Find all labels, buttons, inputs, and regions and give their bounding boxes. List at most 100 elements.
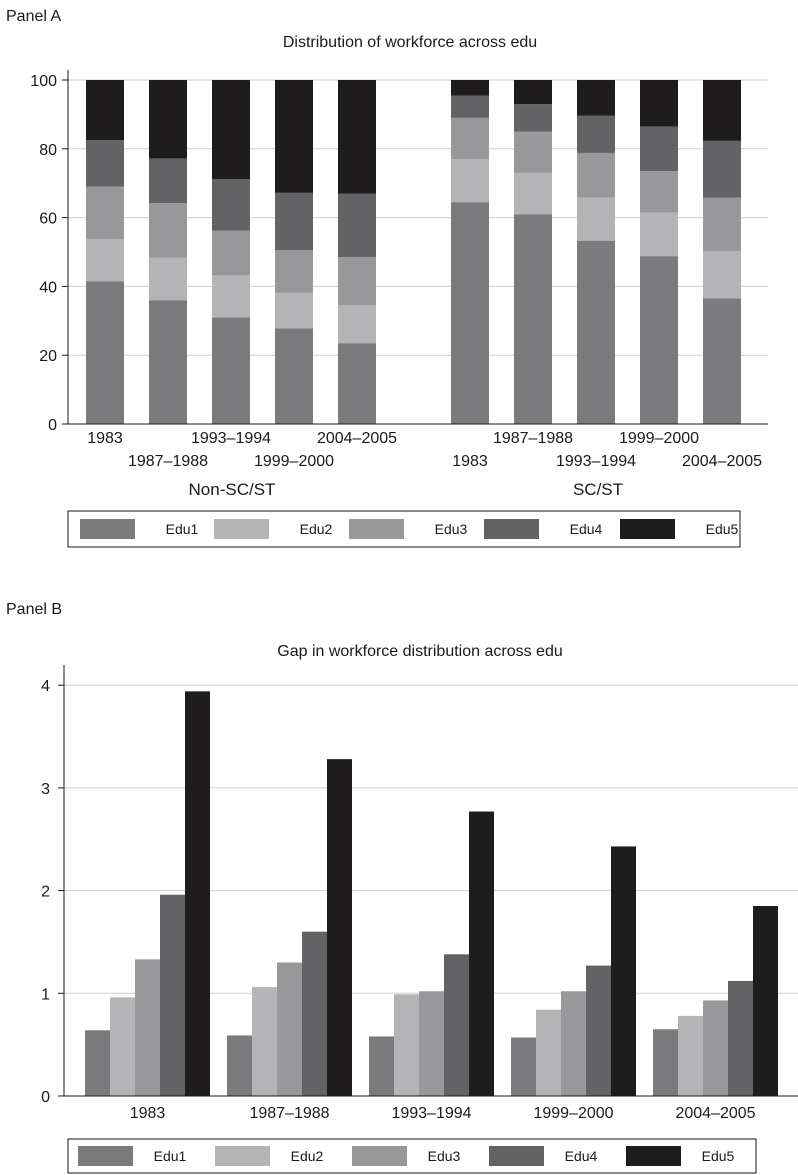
bar-1987-1988-edu2: [252, 987, 277, 1096]
bar-sc-st-1983-edu4: [451, 95, 489, 118]
panel-a-title: Distribution of workforce across edu: [283, 34, 537, 51]
y-tick-label: 2: [41, 884, 50, 901]
panel-a-axes: [67, 70, 768, 425]
legend-label-edu5: Edu5: [706, 521, 739, 537]
x-tick-label: 1999–2000: [619, 430, 699, 447]
panel-a-label: Panel A: [6, 8, 61, 25]
x-tick-label: 1993–1994: [556, 453, 636, 470]
bar-1987-1988-edu4: [302, 931, 327, 1096]
y-tick-label: 20: [39, 348, 57, 365]
panel-b-x-tick-labels: 1983 1987–1988 1993–1994 1999–2000 2004–2005: [130, 1105, 756, 1122]
bar-sc-st-1999-2000-edu5: [640, 80, 678, 127]
bar-sc-st-1983-edu3: [451, 117, 489, 160]
bar-1993-1994-edu2: [394, 994, 419, 1096]
x-tick-label: 1999–2000: [254, 453, 334, 470]
bar-sc-st-1983-edu5: [451, 80, 489, 96]
legend-label-edu1: Edu1: [154, 1148, 187, 1164]
bar-non-sc-st-1987-1988-edu5: [149, 80, 187, 159]
panel-a-bars: [86, 80, 741, 424]
bar-1999-2000-edu1: [511, 1037, 536, 1096]
panel-b-bars: [85, 691, 778, 1096]
bar-1983-edu3: [135, 959, 160, 1096]
panel-b-label: Panel B: [6, 601, 62, 618]
x-tick-label: 1987–1988: [128, 453, 208, 470]
bar-sc-st-1993-1994-edu1: [577, 240, 615, 424]
bar-non-sc-st-1987-1988-edu4: [149, 158, 187, 204]
panel-b-legend: Edu1 Edu2 Edu3 Edu4 Edu5: [67, 1138, 757, 1174]
bar-non-sc-st-1983-edu4: [86, 140, 124, 187]
bar-sc-st-1987-1988-edu2: [514, 172, 552, 215]
legend-label-edu2: Edu2: [291, 1148, 324, 1164]
legend-swatch-edu4: [484, 519, 539, 539]
y-tick-label: 4: [41, 678, 50, 695]
legend-label-edu3: Edu3: [435, 521, 468, 537]
bar-non-sc-st-1999-2000-edu3: [275, 250, 313, 293]
x-tick-label: 1983: [87, 430, 123, 447]
bar-2004-2005-edu1: [653, 1029, 678, 1096]
y-tick-label: 1: [41, 986, 50, 1003]
legend-label-edu4: Edu4: [565, 1148, 598, 1164]
bar-non-sc-st-1993-1994-edu1: [212, 317, 250, 424]
bar-1999-2000-edu5: [611, 846, 636, 1096]
bar-non-sc-st-1999-2000-edu1: [275, 328, 313, 424]
bar-non-sc-st-1999-2000-edu2: [275, 292, 313, 329]
y-tick-label: 3: [41, 781, 50, 798]
bar-sc-st-1993-1994-edu5: [577, 80, 615, 116]
bar-non-sc-st-1987-1988-edu1: [149, 300, 187, 424]
bar-non-sc-st-1987-1988-edu3: [149, 203, 187, 258]
bar-non-sc-st-2004-2005-edu5: [338, 80, 376, 194]
bar-1987-1988-edu5: [327, 759, 352, 1096]
y-tick-label: 40: [39, 279, 57, 296]
x-tick-label: 1987–1988: [493, 430, 573, 447]
bar-sc-st-1993-1994-edu3: [577, 152, 615, 198]
bar-1987-1988-edu3: [277, 962, 302, 1096]
x-tick-label: 1993–1994: [391, 1105, 471, 1122]
legend-swatch-edu1: [80, 519, 135, 539]
x-tick-label: 1983: [130, 1105, 166, 1122]
bar-non-sc-st-1993-1994-edu2: [212, 275, 250, 318]
bar-non-sc-st-2004-2005-edu1: [338, 343, 376, 424]
legend-label-edu3: Edu3: [428, 1148, 461, 1164]
bar-1999-2000-edu3: [561, 991, 586, 1096]
legend-label-edu5: Edu5: [702, 1148, 735, 1164]
bar-2004-2005-edu4: [728, 980, 753, 1096]
panel-b-axes: [63, 665, 798, 1097]
legend-swatch-edu2: [214, 519, 269, 539]
bar-1999-2000-edu2: [536, 1009, 561, 1096]
legend-swatch-edu2: [215, 1146, 270, 1166]
panel-b-title: Gap in workforce distribution across edu: [277, 643, 562, 660]
legend-label-edu2: Edu2: [300, 521, 333, 537]
bar-non-sc-st-1993-1994-edu3: [212, 230, 250, 276]
panel-b: Panel B Gap in workforce distribution ac…: [6, 601, 798, 1174]
bar-non-sc-st-1999-2000-edu4: [275, 192, 313, 251]
bar-1983-edu1: [85, 1030, 110, 1096]
bar-sc-st-1999-2000-edu1: [640, 256, 678, 424]
x-tick-label: 2004–2005: [675, 1105, 755, 1122]
bar-1983-edu2: [110, 997, 135, 1096]
bar-1987-1988-edu1: [227, 1035, 252, 1096]
bar-non-sc-st-2004-2005-edu4: [338, 193, 376, 258]
group-label-sc-st: SC/ST: [573, 480, 623, 499]
bar-sc-st-1987-1988-edu3: [514, 131, 552, 173]
bar-1999-2000-edu4: [586, 965, 611, 1096]
bar-sc-st-1999-2000-edu2: [640, 212, 678, 257]
bar-sc-st-1993-1994-edu4: [577, 115, 615, 153]
y-tick-label: 100: [30, 73, 57, 90]
bar-sc-st-1987-1988-edu5: [514, 80, 552, 105]
bar-non-sc-st-1993-1994-edu5: [212, 80, 250, 180]
group-label-non-sc-st: Non-SC/ST: [189, 480, 276, 499]
bar-sc-st-1987-1988-edu4: [514, 104, 552, 132]
bar-non-sc-st-1999-2000-edu5: [275, 80, 313, 193]
bar-1983-edu4: [160, 894, 185, 1096]
bar-non-sc-st-1993-1994-edu4: [212, 179, 250, 231]
bar-sc-st-2004-2005-edu5: [703, 80, 741, 141]
bar-non-sc-st-1983-edu2: [86, 238, 124, 282]
panel-a: Panel A Distribution of workforce across…: [6, 8, 768, 548]
bar-non-sc-st-2004-2005-edu3: [338, 257, 376, 306]
bar-1993-1994-edu5: [469, 811, 494, 1096]
x-tick-label: 1999–2000: [533, 1105, 613, 1122]
bar-sc-st-1987-1988-edu1: [514, 214, 552, 424]
panel-a-legend: Edu1 Edu2 Edu3 Edu4 Edu5: [67, 510, 741, 548]
bar-non-sc-st-2004-2005-edu2: [338, 305, 376, 344]
